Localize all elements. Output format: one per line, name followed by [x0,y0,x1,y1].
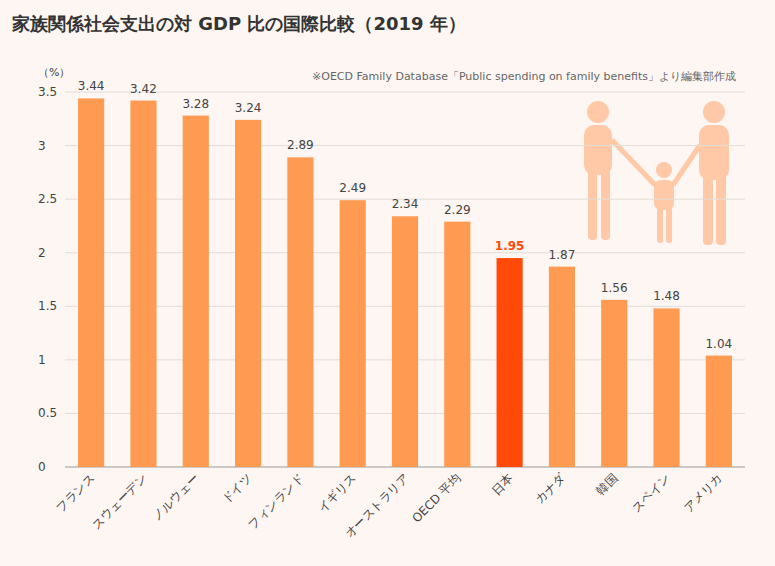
bar [392,216,418,467]
data-label: 2.29 [444,203,471,217]
y-tick-label: 3.5 [38,85,57,99]
decoration-leg [588,170,597,240]
data-label: 1.95 [495,239,525,253]
decoration-arm [673,145,700,185]
y-tick-label: 0 [38,460,46,474]
grid [65,92,745,467]
x-tick-label: スペイン [629,471,673,515]
bar [287,157,313,467]
x-tick-label: 日本 [489,471,516,498]
bars [78,98,732,467]
y-tick-label: 1.5 [38,299,57,313]
bar [653,308,679,467]
decoration-leg [716,175,726,245]
x-tick-label: イギリス [315,471,359,515]
bar [235,120,261,467]
decoration-head [656,162,672,178]
chart: 家族関係社会支出の対 GDP 比の国際比較（2019 年） （%） ※OECD Fa… [0,0,775,566]
y-tick-label: 2 [38,246,46,260]
title: 家族関係社会支出の対 GDP 比の国際比較（2019 年） [11,13,466,34]
bar [340,200,366,467]
x-tick-label: スウェーデン [89,471,150,532]
decoration-body [584,125,612,175]
x-tick-label: フランス [53,471,97,515]
data-label: 3.28 [182,97,209,111]
decoration-leg [601,170,610,240]
bar [706,356,732,467]
decoration [584,101,729,245]
data-label: 2.89 [287,138,314,152]
bar [497,258,523,467]
y-tick-label: 3 [38,139,46,153]
data-label: 3.24 [235,101,262,115]
x-tick-label: カナダ [533,471,569,507]
bar [549,267,575,467]
x-tick-label: フィンランド [246,471,307,532]
bar [444,222,470,467]
data-label: 1.48 [653,289,680,303]
x-tick-label: OECD 平均 [409,471,463,525]
data-label: 3.44 [78,79,105,93]
grid-line [65,145,745,146]
x-tick-label: 韓国 [593,471,620,498]
bar [130,101,156,467]
decoration-leg [703,175,713,245]
y-axis-title: （%） [38,66,70,79]
decoration-head [587,101,609,123]
grid-line [65,92,745,93]
data-label: 1.56 [601,281,628,295]
background [0,0,775,566]
x-tick-label: オーストラリア [342,471,411,540]
decoration-leg [666,205,672,243]
source-note: ※OECD Family Database「Public spending on… [312,70,736,83]
y-tick-label: 2.5 [38,192,57,206]
data-label: 2.34 [392,197,419,211]
decoration-body [654,180,674,210]
x-tick-label: アメリカ [681,471,725,515]
decoration-arm [612,140,655,185]
bar [183,116,209,467]
bar [78,98,104,467]
decoration-body [699,125,729,180]
bar [601,300,627,467]
x-tick-label: ドイツ [219,471,254,506]
data-label: 3.42 [130,82,157,96]
data-label: 1.04 [705,337,732,351]
x-tick-label: ノルウェー [150,471,202,523]
y-tick-label: 1 [38,353,46,367]
y-tick-label: 0.5 [38,406,57,420]
decoration-head [703,101,725,123]
decoration-leg [657,205,663,243]
data-label: 2.49 [339,181,366,195]
data-label: 1.87 [549,248,576,262]
